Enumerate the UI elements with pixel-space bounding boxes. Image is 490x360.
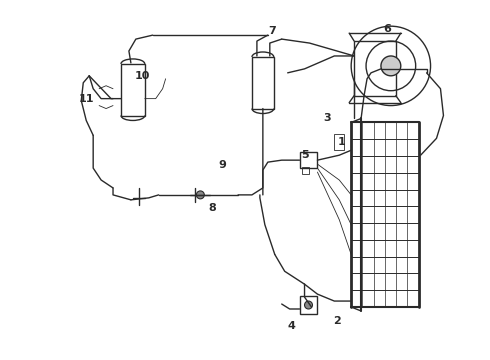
Text: 1: 1 [338,137,345,147]
Text: 9: 9 [218,160,226,170]
Text: 2: 2 [333,316,341,326]
Bar [354,41,396,96]
Circle shape [305,301,313,309]
Bar [299,152,318,168]
Bar [334,134,344,150]
Text: 5: 5 [301,150,308,160]
Text: 6: 6 [383,24,391,34]
Text: 11: 11 [78,94,94,104]
Text: 3: 3 [323,113,331,123]
Text: 10: 10 [135,71,150,81]
Circle shape [196,191,204,199]
Text: 4: 4 [288,321,295,331]
Text: 8: 8 [208,203,216,213]
Bar [299,296,318,314]
Bar [252,57,274,109]
Bar [301,167,310,174]
Text: 7: 7 [268,26,276,36]
Circle shape [381,56,401,76]
Bar [121,64,145,116]
